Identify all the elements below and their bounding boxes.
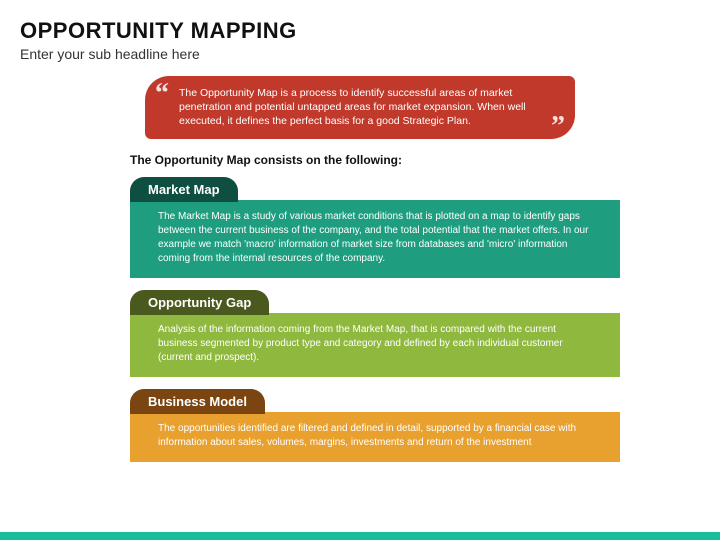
quote-text: The Opportunity Map is a process to iden… xyxy=(179,87,526,127)
section-market-map: Market Map The Market Map is a study of … xyxy=(130,177,620,278)
page-title: OPPORTUNITY MAPPING xyxy=(20,18,700,44)
section-body: The Market Map is a study of various mar… xyxy=(130,200,620,278)
sections-container: Market Map The Market Map is a study of … xyxy=(130,177,620,462)
section-opportunity-gap: Opportunity Gap Analysis of the informat… xyxy=(130,290,620,377)
page-subtitle: Enter your sub headline here xyxy=(20,46,700,62)
quote-close-icon: ” xyxy=(551,113,565,141)
section-tab: Market Map xyxy=(130,177,238,202)
quote-open-icon: “ xyxy=(155,80,169,108)
bottom-accent-bar xyxy=(0,532,720,540)
section-tab: Business Model xyxy=(130,389,265,414)
section-body: Analysis of the information coming from … xyxy=(130,313,620,377)
quote-box: “ The Opportunity Map is a process to id… xyxy=(145,76,575,139)
section-body: The opportunities identified are filtere… xyxy=(130,412,620,462)
header: OPPORTUNITY MAPPING Enter your sub headl… xyxy=(0,0,720,62)
consists-label: The Opportunity Map consists on the foll… xyxy=(130,153,720,167)
section-tab: Opportunity Gap xyxy=(130,290,269,315)
section-business-model: Business Model The opportunities identif… xyxy=(130,389,620,462)
